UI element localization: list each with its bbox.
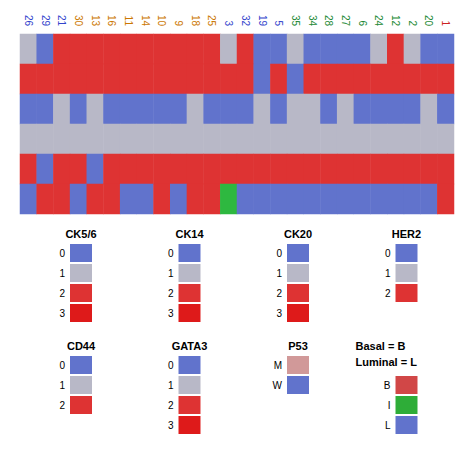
svg-text:18: 18 <box>190 15 201 27</box>
svg-text:12: 12 <box>390 15 401 27</box>
svg-text:29: 29 <box>40 15 51 27</box>
svg-text:11: 11 <box>123 16 134 27</box>
svg-text:1: 1 <box>59 380 65 391</box>
svg-text:9: 9 <box>173 20 184 26</box>
svg-text:35: 35 <box>290 15 301 27</box>
svg-text:2: 2 <box>168 288 174 299</box>
svg-text:20: 20 <box>423 15 434 27</box>
svg-text:6: 6 <box>357 20 368 26</box>
svg-text:21: 21 <box>56 15 67 27</box>
svg-text:0: 0 <box>59 248 65 259</box>
svg-text:HER2: HER2 <box>392 228 421 240</box>
svg-text:CK14: CK14 <box>175 228 204 240</box>
svg-text:0: 0 <box>59 360 65 371</box>
svg-text:3: 3 <box>168 420 174 431</box>
svg-text:CD44: CD44 <box>67 340 96 352</box>
svg-text:1: 1 <box>440 20 451 26</box>
svg-text:GATA3: GATA3 <box>172 340 208 352</box>
svg-text:0: 0 <box>168 360 174 371</box>
svg-text:13: 13 <box>90 15 101 27</box>
svg-text:L: L <box>385 420 391 431</box>
svg-text:W: W <box>273 380 283 391</box>
svg-text:M: M <box>274 360 282 371</box>
svg-text:1: 1 <box>276 268 282 279</box>
svg-text:26: 26 <box>23 15 34 27</box>
svg-text:19: 19 <box>257 15 268 27</box>
svg-text:B: B <box>384 380 391 391</box>
svg-text:0: 0 <box>276 248 282 259</box>
svg-text:2: 2 <box>407 20 418 26</box>
svg-text:CK20: CK20 <box>284 228 312 240</box>
svg-text:I: I <box>388 400 391 411</box>
svg-text:Basal = B: Basal = B <box>356 340 406 352</box>
svg-text:CK5/6: CK5/6 <box>65 228 96 240</box>
svg-text:5: 5 <box>273 20 284 26</box>
svg-text:1: 1 <box>59 268 65 279</box>
svg-text:3: 3 <box>168 308 174 319</box>
svg-text:0: 0 <box>385 248 391 259</box>
svg-text:P53: P53 <box>288 340 308 352</box>
svg-text:0: 0 <box>168 248 174 259</box>
svg-text:32: 32 <box>240 15 251 27</box>
svg-text:2: 2 <box>59 400 65 411</box>
svg-text:1: 1 <box>168 380 174 391</box>
svg-text:16: 16 <box>106 15 117 27</box>
svg-text:2: 2 <box>168 400 174 411</box>
svg-text:28: 28 <box>323 15 334 27</box>
svg-text:27: 27 <box>340 15 351 27</box>
svg-text:3: 3 <box>276 308 282 319</box>
svg-text:3: 3 <box>223 20 234 26</box>
svg-text:1: 1 <box>385 268 391 279</box>
svg-text:10: 10 <box>156 15 167 27</box>
svg-text:25: 25 <box>206 15 217 27</box>
svg-text:2: 2 <box>385 288 391 299</box>
svg-text:1: 1 <box>168 268 174 279</box>
svg-text:34: 34 <box>307 15 318 27</box>
svg-text:Luminal = L: Luminal = L <box>356 356 418 368</box>
svg-text:30: 30 <box>73 15 84 27</box>
svg-text:2: 2 <box>59 288 65 299</box>
svg-text:3: 3 <box>59 308 65 319</box>
svg-text:24: 24 <box>373 15 384 27</box>
svg-text:2: 2 <box>276 288 282 299</box>
svg-text:14: 14 <box>140 15 151 27</box>
